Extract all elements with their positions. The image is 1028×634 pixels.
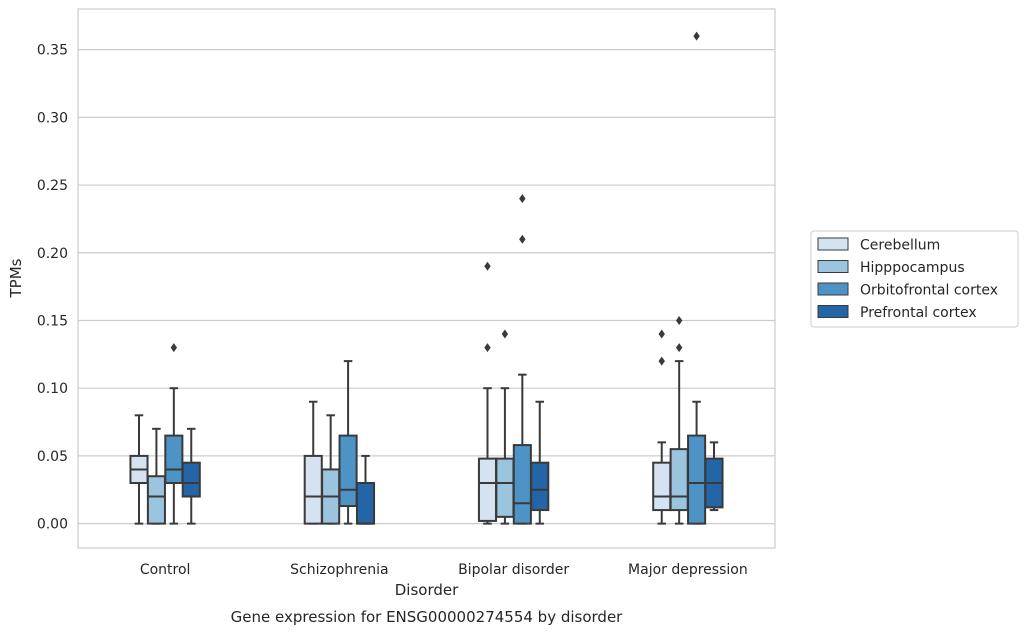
box-iqr [669, 448, 689, 512]
x-tick-label: Bipolar disorder [458, 562, 569, 578]
box-iqr [338, 434, 358, 508]
y-tick-label: 0.20 [37, 246, 68, 262]
legend-swatch [817, 282, 849, 296]
box-iqr [146, 475, 166, 525]
y-tick-label: 0.00 [37, 517, 68, 533]
outlier-point [675, 315, 683, 325]
y-tick-label: 0.05 [37, 449, 68, 465]
legend-swatch [817, 260, 849, 273]
box-group [355, 454, 376, 525]
x-tick-label: Control [140, 562, 191, 578]
legend-label: Hipppocampus [860, 260, 965, 276]
legend-swatch [817, 237, 849, 251]
box-iqr [477, 457, 498, 522]
outlier-point [501, 329, 509, 339]
outlier-point [693, 31, 700, 41]
box-iqr [164, 434, 184, 484]
y-tick-label: 0.10 [37, 381, 68, 397]
box-group [164, 343, 184, 525]
outlier-point [519, 194, 526, 204]
plot-area-background [78, 9, 775, 548]
legend-swatch [817, 305, 849, 318]
box-group [338, 360, 358, 525]
box-group [512, 194, 532, 525]
box-group [652, 329, 672, 525]
box-group [477, 261, 498, 525]
outlier-point [658, 356, 665, 366]
outlier-point [170, 343, 178, 353]
box-iqr [355, 481, 376, 525]
x-tick-label: Major depression [628, 562, 748, 578]
legend: Cerebellum Hipppocampus Orbitofrontal cort… [810, 230, 1019, 328]
y-tick-label: 0.30 [37, 110, 68, 126]
box-group [669, 315, 689, 525]
box-group [129, 414, 149, 525]
box-group [530, 400, 550, 525]
y-tick-labels: 0.00 0.05 0.10 0.15 0.20 0.25 0.30 0.35 [37, 43, 68, 533]
box-group [321, 414, 341, 525]
box-group [181, 427, 201, 525]
legend-label: Prefrontal cortex [860, 305, 977, 321]
plot-frame [77, 8, 776, 549]
y-axis-title: TPMs [7, 258, 25, 298]
outlier-point [519, 234, 526, 244]
boxes [129, 31, 724, 525]
y-tick-label: 0.25 [37, 178, 68, 194]
box-iqr [512, 444, 532, 525]
x-tick-labels: Control Schizophrenia Bipolar disorder Majo… [140, 562, 748, 578]
box-group [146, 427, 166, 525]
box-iqr [303, 454, 323, 525]
box-iqr [495, 457, 515, 518]
x-axis-title: Disorder [395, 581, 459, 599]
x-tick-label: Schizophrenia [290, 562, 388, 578]
box-iqr [687, 434, 707, 525]
chart-caption: Gene expression for ENSG00000274554 by d… [231, 608, 624, 626]
box-iqr [181, 461, 201, 498]
outlier-point [484, 343, 491, 353]
box-group [704, 441, 724, 512]
outlier-point [658, 329, 665, 339]
legend-label: Orbitofrontal cortex [860, 283, 998, 299]
legend-frame [810, 230, 1019, 328]
y-tick-label: 0.35 [37, 43, 68, 59]
outlier-point [484, 261, 491, 271]
box-iqr [530, 461, 550, 512]
box-group [495, 329, 515, 525]
outlier-point [675, 343, 683, 353]
legend-label: Cerebellum [860, 238, 940, 254]
box-iqr [652, 461, 672, 512]
box-group [303, 400, 323, 525]
y-tick-label: 0.15 [37, 313, 68, 329]
